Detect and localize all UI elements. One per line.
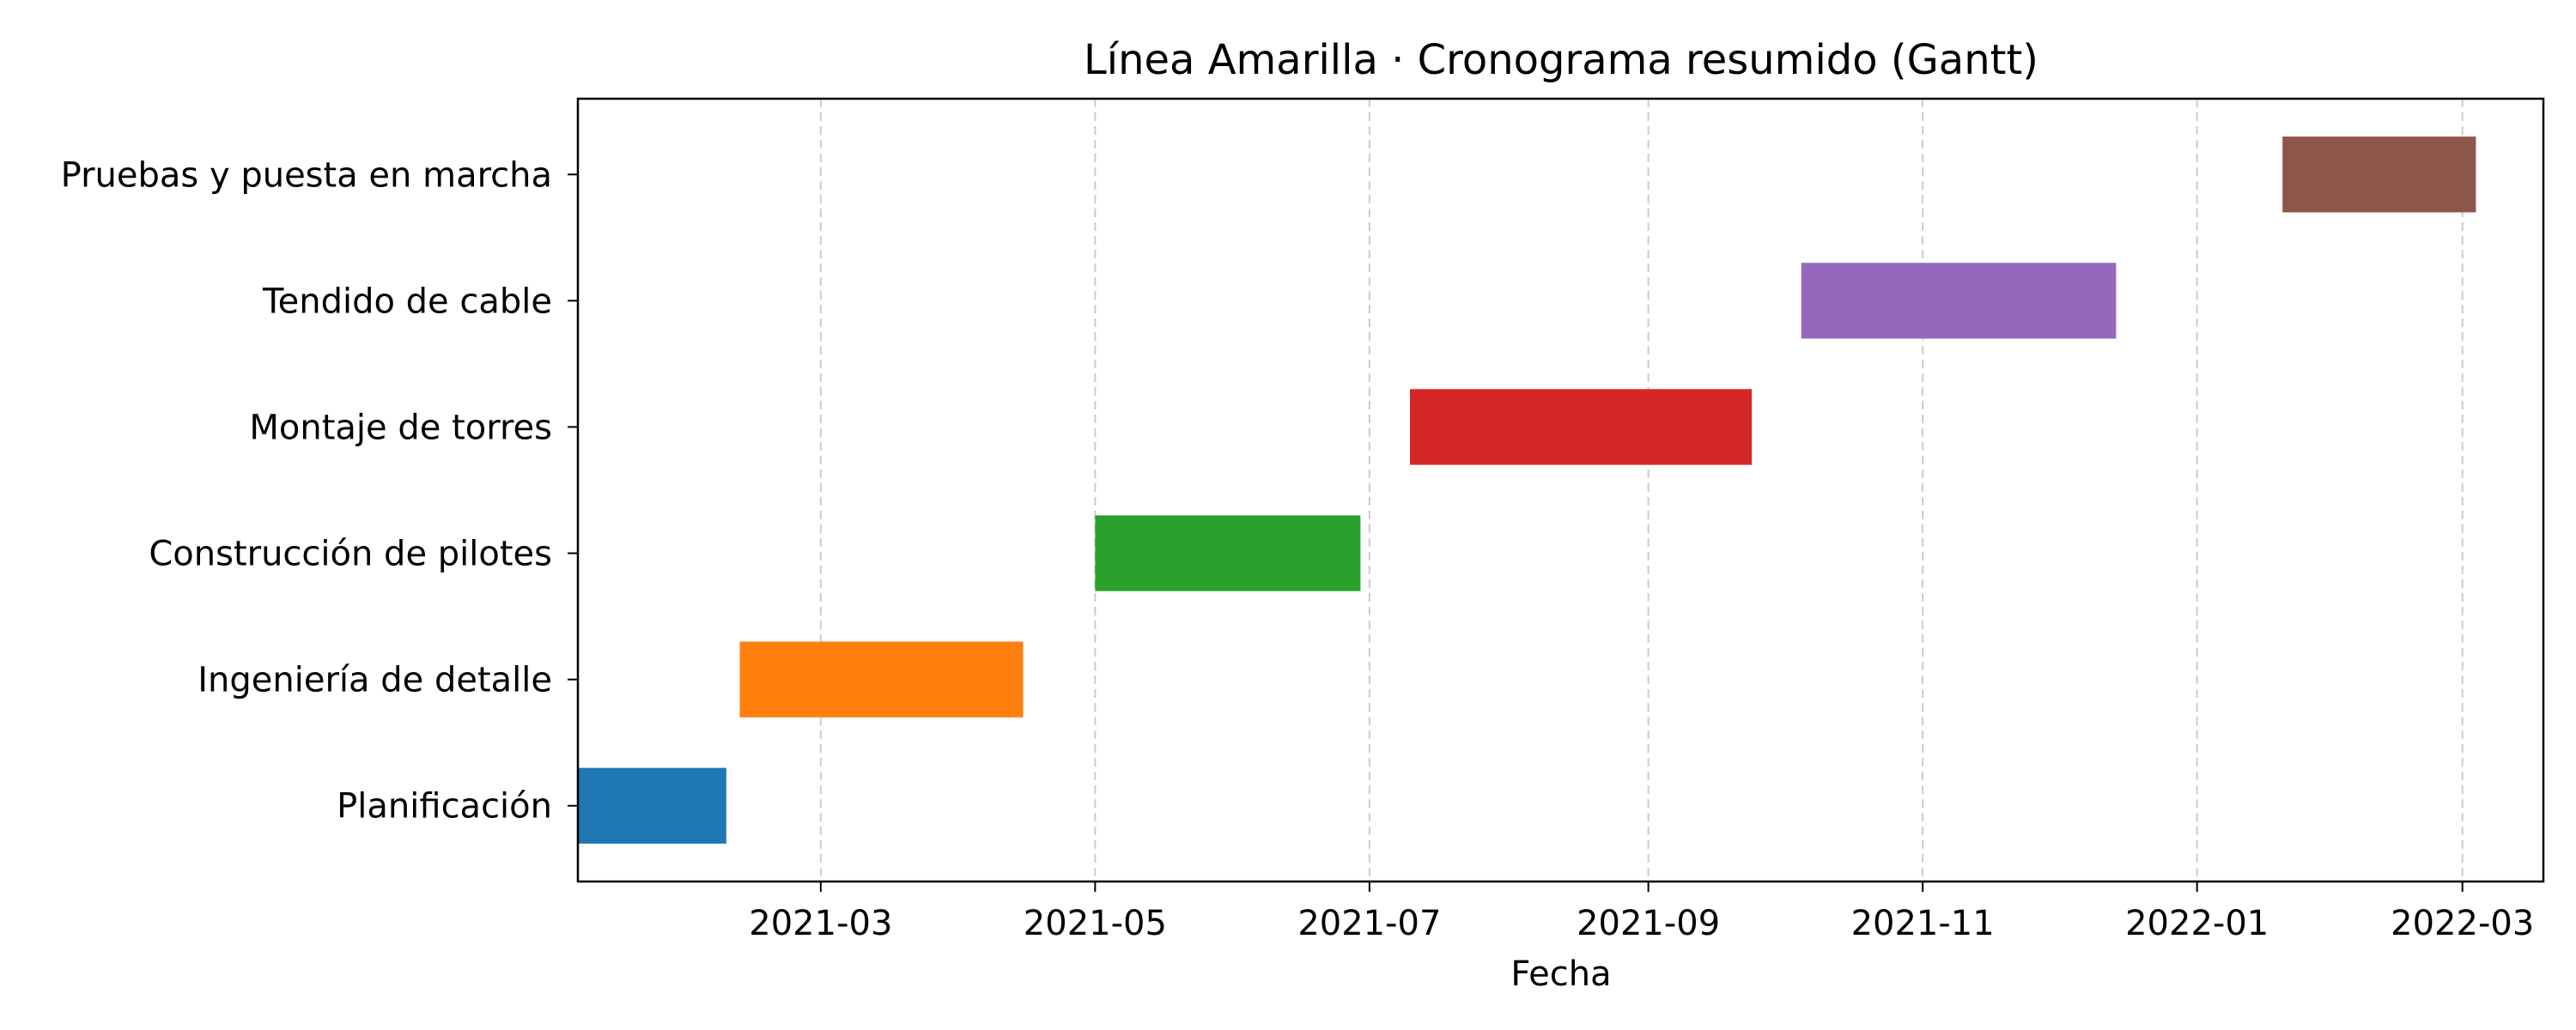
- task-label: Planificación: [337, 787, 552, 827]
- x-tick-label: 2021-03: [749, 904, 892, 943]
- task-label: Tendido de cable: [262, 282, 552, 321]
- x-tick-label: 2022-03: [2391, 904, 2534, 943]
- gantt-bar: [1095, 515, 1361, 591]
- task-label: Montaje de torres: [249, 408, 552, 447]
- gantt-bar: [739, 641, 1024, 718]
- x-tick-label: 2021-05: [1024, 904, 1167, 943]
- x-tick-label: 2021-09: [1577, 904, 1720, 943]
- grid-layer: [819, 99, 2464, 882]
- x-tick-label: 2022-01: [2125, 904, 2269, 943]
- gantt-bar: [578, 767, 726, 844]
- task-label: Construcción de pilotes: [149, 535, 552, 574]
- tick-layer: 2021-03 2021-05 2021-07 2021-09 2021-11 2022-…: [61, 155, 2535, 943]
- gantt-bar: [1410, 389, 1753, 465]
- gantt-bar: [1801, 263, 2117, 339]
- task-label: Pruebas y puesta en marcha: [61, 155, 552, 195]
- task-label: Ingeniería de detalle: [197, 661, 552, 700]
- x-tick-label: 2021-11: [1851, 904, 1995, 943]
- gantt-bar: [2282, 136, 2476, 213]
- chart-title: Línea Amarilla · Cronograma resumido (Ga…: [1084, 36, 2038, 84]
- x-axis-title: Fecha: [1510, 954, 1611, 994]
- bar-layer: [578, 136, 2476, 844]
- plot-frame: [576, 97, 2545, 883]
- x-tick-label: 2021-07: [1297, 904, 1441, 943]
